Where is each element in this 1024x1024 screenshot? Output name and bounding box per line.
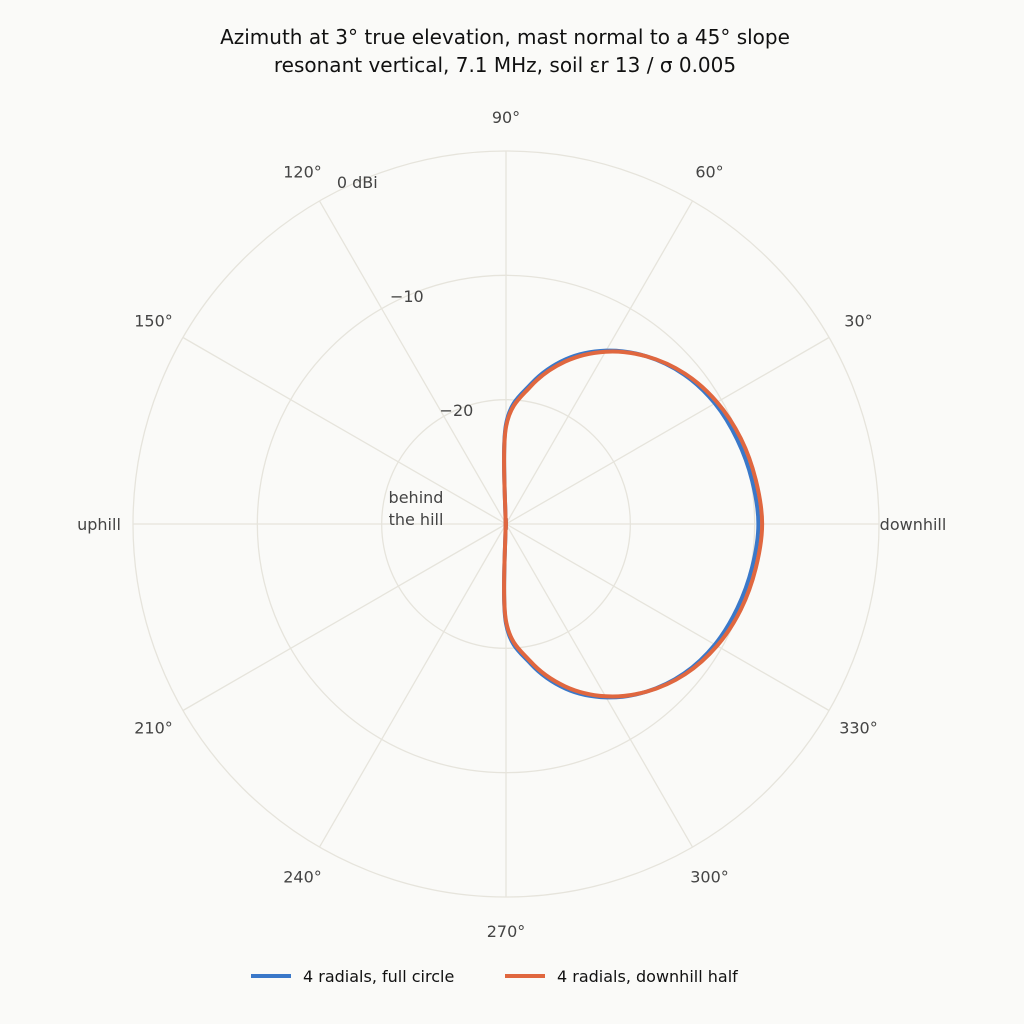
grid-spoke-8: [318, 523, 507, 848]
angle-label-2: 60°: [695, 163, 723, 182]
angle-label-11: 330°: [839, 719, 878, 738]
series-curves: [502, 348, 765, 700]
angle-label-0: downhill: [880, 515, 947, 534]
angle-label-7: 210°: [134, 719, 173, 738]
chart-title-line-1: Azimuth at 3° true elevation, mast norma…: [220, 25, 790, 49]
series-curve-1: [502, 349, 765, 699]
angle-label-3: 90°: [492, 108, 520, 127]
angle-label-5: 150°: [134, 312, 173, 331]
angle-label-8: 240°: [283, 867, 322, 886]
polar-labels: downhill 30° 60° 90° 120° 150° uphill 210° 240° 2…: [77, 108, 946, 941]
grid-spoke-4: [318, 200, 507, 525]
grid-spoke-7: [182, 523, 507, 712]
grid-spoke-11: [505, 523, 830, 712]
legend: 4 radials, full circle 4 radials, downhi…: [251, 967, 738, 986]
behind-hill-annotation-line-2: the hill: [389, 510, 444, 529]
grid-spoke-2: [505, 200, 694, 525]
grid-spoke-10: [505, 523, 694, 848]
behind-hill-annotation-line-1: behind: [389, 488, 444, 507]
chart-title-line-2: resonant vertical, 7.1 MHz, soil εr 13 /…: [274, 53, 736, 77]
grid-spoke-5: [182, 336, 507, 525]
legend-label-downhill-half: 4 radials, downhill half: [557, 967, 738, 986]
grid-spoke-1: [505, 336, 830, 525]
angle-label-6: uphill: [77, 515, 121, 534]
ring-label-2: 0 dBi: [337, 173, 378, 192]
ring-label-0: −20: [440, 401, 474, 420]
angle-label-1: 30°: [844, 312, 872, 331]
angle-label-10: 300°: [690, 867, 729, 886]
ring-label-1: −10: [390, 287, 424, 306]
polar-grid: [132, 150, 880, 898]
legend-label-full-circle: 4 radials, full circle: [303, 967, 454, 986]
angle-label-4: 120°: [283, 163, 322, 182]
angle-label-9: 270°: [487, 922, 526, 941]
